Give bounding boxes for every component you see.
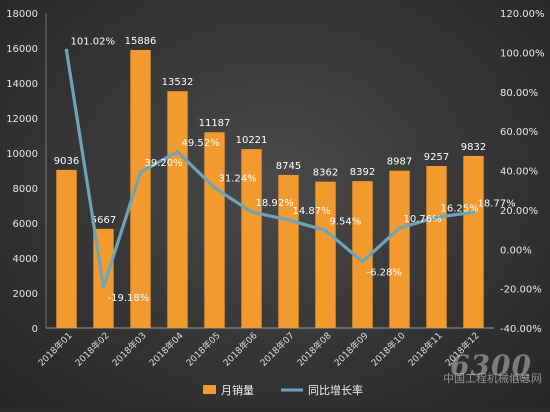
x-tick-label: 2018年01 bbox=[35, 330, 74, 369]
x-tick-label: 2018年02 bbox=[72, 330, 111, 369]
line-data-label: 101.02% bbox=[71, 36, 116, 47]
growth-point-2018年09 bbox=[360, 259, 365, 264]
growth-point-2018年07 bbox=[286, 218, 291, 222]
x-tick-label: 2018年08 bbox=[294, 329, 333, 368]
y-right-tick-label: 80.00% bbox=[500, 88, 538, 99]
line-data-label: -6.28% bbox=[367, 268, 402, 279]
bar-2018年05 bbox=[204, 132, 225, 328]
bar-data-label: 15886 bbox=[125, 36, 157, 47]
growth-point-2018年05 bbox=[212, 185, 217, 190]
x-tick-label: 2018年11 bbox=[405, 330, 444, 369]
x-axis-labels: 2018年01 2018年02 2018年03 2018年04 2018年05 2018年… bbox=[35, 329, 481, 368]
y-left-tick-label: 18000 bbox=[6, 9, 38, 20]
line-data-label: 49.52% bbox=[182, 138, 220, 149]
growth-point-2018年08 bbox=[323, 228, 328, 233]
bar-data-label: 9036 bbox=[54, 156, 79, 167]
line-series: 101.02% -19.18% 39.20% 49.52% 31.24% 18.92%14… bbox=[64, 36, 516, 304]
line-data-label: 16.25% bbox=[441, 203, 479, 214]
bar-2018年08 bbox=[315, 181, 336, 328]
watermark-logo: 6300 .net bbox=[450, 349, 532, 384]
line-data-label: 18.77% bbox=[478, 198, 516, 209]
y-left-tick-label: 2000 bbox=[13, 289, 38, 300]
bar-data-label: 8392 bbox=[350, 167, 375, 178]
x-tick-label: 2018年03 bbox=[109, 330, 148, 369]
bar-data-label: 8362 bbox=[313, 168, 338, 179]
x-tick-label: 2018年06 bbox=[220, 329, 259, 368]
y-right-tick-label: -40.00% bbox=[500, 324, 542, 335]
y-right-tick-label: 100.00% bbox=[500, 48, 545, 59]
line-data-label: -19.18% bbox=[108, 293, 150, 304]
right-axis: -40.00% -20.00% 0.00% 20.00% 40.00% 60.00% 80.… bbox=[500, 9, 545, 335]
line-data-label: 31.24% bbox=[219, 174, 257, 185]
bar-data-label: 8987 bbox=[387, 157, 412, 168]
bar-data-label: 13532 bbox=[162, 77, 194, 88]
x-tick-label: 2018年07 bbox=[257, 330, 296, 369]
bar-2018年10 bbox=[389, 170, 410, 328]
growth-point-2018年01 bbox=[64, 48, 69, 53]
left-axis: 0 2000 4000 6000 8000 10000 12000 14000 16000 180… bbox=[6, 9, 494, 335]
bar-2018年06 bbox=[241, 149, 262, 328]
y-right-tick-label: 20.00% bbox=[500, 206, 538, 217]
growth-point-2018年06 bbox=[249, 210, 254, 214]
bar-data-label: 10221 bbox=[236, 135, 268, 146]
y-right-tick-label: 40.00% bbox=[500, 167, 538, 178]
growth-point-2018年04 bbox=[175, 149, 180, 154]
y-left-tick-label: 12000 bbox=[6, 114, 38, 125]
x-tick-label: 2018年10 bbox=[368, 329, 407, 368]
line-data-label: 10.76% bbox=[404, 214, 442, 225]
growth-point-2018年10 bbox=[397, 226, 402, 230]
growth-point-2018年12 bbox=[471, 210, 476, 215]
y-left-tick-label: 4000 bbox=[13, 254, 38, 265]
y-right-tick-label: 60.00% bbox=[500, 127, 538, 138]
line-data-label: 14.87% bbox=[293, 206, 331, 217]
growth-point-2018年02 bbox=[101, 285, 106, 289]
bar-2018年01 bbox=[56, 169, 77, 328]
y-right-tick-label: 120.00% bbox=[500, 9, 545, 20]
y-left-tick-label: 8000 bbox=[13, 184, 38, 195]
growth-point-2018年03 bbox=[138, 170, 143, 174]
legend-bar-swatch bbox=[203, 385, 216, 394]
legend: 月销量 同比增长率 bbox=[203, 383, 363, 397]
bar-2018年09 bbox=[352, 181, 373, 328]
bar-2018年04 bbox=[167, 91, 188, 328]
bar-data-label: 5667 bbox=[91, 215, 116, 226]
growth-point-2018年11 bbox=[434, 215, 439, 220]
bar-2018年07 bbox=[278, 174, 299, 328]
bar-data-label: 11187 bbox=[199, 118, 231, 129]
watermark-domain: .net bbox=[508, 371, 530, 384]
bar-data-label: 8745 bbox=[276, 161, 301, 172]
line-data-label: 9.54% bbox=[330, 216, 362, 227]
x-tick-label: 2018年05 bbox=[183, 330, 222, 369]
watermark-text: 中国工程机械信息网 bbox=[443, 372, 542, 385]
x-tick-label: 2018年04 bbox=[146, 329, 185, 368]
bar-series: 9036 5667 15886 13532 11187 10221 8745 8362 8392… bbox=[54, 36, 486, 329]
bar-2018年03 bbox=[130, 49, 151, 329]
y-left-tick-label: 0 bbox=[32, 324, 38, 335]
y-left-tick-label: 10000 bbox=[6, 149, 38, 160]
y-right-tick-label: 0.00% bbox=[500, 245, 532, 256]
bar-data-label: 9832 bbox=[461, 142, 486, 153]
line-data-label: 39.20% bbox=[145, 158, 183, 169]
watermark-number: 6300 bbox=[450, 349, 532, 382]
x-tick-label: 2018年09 bbox=[331, 329, 370, 368]
legend-line-label: 同比增长率 bbox=[308, 383, 363, 397]
bar-data-label: 9257 bbox=[424, 152, 449, 163]
bar-2018年12 bbox=[463, 155, 484, 328]
y-left-tick-label: 6000 bbox=[13, 219, 38, 230]
growth-rate-line bbox=[64, 50, 474, 289]
bar-2018年11 bbox=[426, 166, 447, 328]
y-left-tick-label: 16000 bbox=[6, 44, 38, 55]
legend-bar-label: 月销量 bbox=[221, 383, 254, 397]
y-left-tick-label: 14000 bbox=[6, 79, 38, 90]
y-right-tick-label: -20.00% bbox=[500, 285, 542, 296]
line-data-label: 18.92% bbox=[256, 198, 294, 209]
